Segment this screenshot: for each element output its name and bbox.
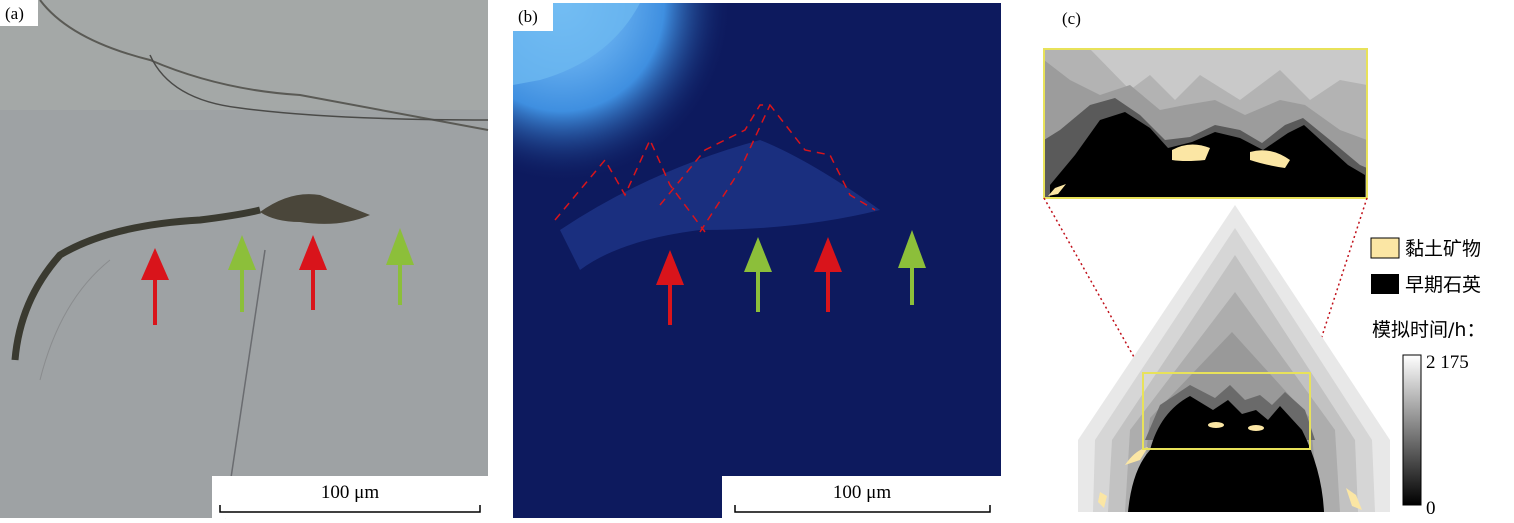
texture [0,0,488,110]
label-box [0,0,38,26]
panel-a: (a) 100 μm [0,0,489,519]
legend-label: 黏土矿物 [1405,238,1481,260]
fluorescence [560,140,880,270]
arrow [656,250,684,325]
panel-label: (a) [5,4,24,23]
colorbar [1402,354,1422,506]
crack [39,259,111,381]
panel-label: (b) [518,7,538,26]
scale-box [212,476,488,518]
early-quartz [1128,396,1324,512]
clay-mineral [1048,184,1066,196]
clay-mineral [1098,492,1107,508]
colorbar-title: 模拟时间/h： [1372,319,1485,341]
clay-mineral [1250,150,1290,168]
clay-mineral [1172,144,1210,161]
zoom-region [1142,372,1311,450]
crack [224,249,266,519]
scale-bar [219,505,481,513]
arrow [141,248,169,325]
zoom-line [1043,197,1144,374]
colorbar-min: 0 [1426,498,1436,519]
label-box [513,3,553,31]
arrow [744,237,772,312]
arrow [386,228,414,305]
scale-box [722,476,1001,518]
clay-mineral [1346,488,1362,510]
legend-swatch [1370,237,1400,259]
colorbar-max: 2 175 [1426,352,1469,373]
zoom-inset [1043,48,1368,199]
crack [149,54,489,121]
clay-mineral [1208,422,1224,428]
early-quartz [1050,112,1365,198]
zoom-line [1309,197,1368,374]
legend-label: 早期石英 [1405,274,1481,296]
arrow [898,230,926,305]
crack [39,0,489,131]
panel-b: (b) 100 μm [513,3,1001,518]
simulation [1078,205,1390,512]
scale-label: 100 μm [321,482,379,503]
arrow [814,237,842,312]
panel-c: (c) [1043,9,1485,519]
outline [699,104,771,233]
arrow [299,235,327,310]
panel-label: (c) [1062,9,1081,28]
dark-vein [11,206,261,361]
clay-mineral [1248,425,1264,431]
legend-swatch [1371,274,1399,294]
dark-vein [260,194,370,224]
clay-mineral [1125,447,1148,465]
scale-bar [734,505,991,513]
arrow [228,235,256,312]
inset-frame [1043,48,1368,199]
scale-label: 100 μm [833,482,891,503]
